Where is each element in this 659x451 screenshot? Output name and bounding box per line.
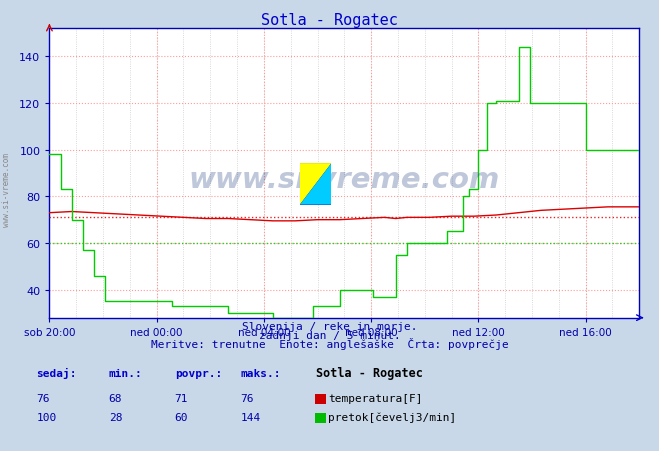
Polygon shape bbox=[300, 164, 331, 205]
Text: zadnji dan / 5 minut.: zadnji dan / 5 minut. bbox=[258, 330, 401, 340]
Text: 144: 144 bbox=[241, 412, 261, 422]
Text: 76: 76 bbox=[241, 393, 254, 403]
Text: 76: 76 bbox=[36, 393, 49, 403]
Text: www.si-vreme.com: www.si-vreme.com bbox=[2, 152, 11, 226]
Text: maks.:: maks.: bbox=[241, 368, 281, 378]
Text: Meritve: trenutne  Enote: anglešaške  Črta: povprečje: Meritve: trenutne Enote: anglešaške Črta… bbox=[151, 337, 508, 349]
Text: 68: 68 bbox=[109, 393, 122, 403]
Polygon shape bbox=[300, 164, 331, 205]
Text: Sotla - Rogatec: Sotla - Rogatec bbox=[316, 367, 423, 380]
Text: 28: 28 bbox=[109, 412, 122, 422]
Text: www.si-vreme.com: www.si-vreme.com bbox=[188, 166, 500, 193]
Text: 100: 100 bbox=[36, 412, 57, 422]
Text: temperatura[F]: temperatura[F] bbox=[328, 393, 422, 403]
Text: Slovenija / reke in morje.: Slovenija / reke in morje. bbox=[242, 321, 417, 331]
Text: min.:: min.: bbox=[109, 368, 142, 378]
Text: sedaj:: sedaj: bbox=[36, 368, 76, 378]
Text: Sotla - Rogatec: Sotla - Rogatec bbox=[261, 13, 398, 28]
Text: 60: 60 bbox=[175, 412, 188, 422]
Text: 71: 71 bbox=[175, 393, 188, 403]
Text: povpr.:: povpr.: bbox=[175, 368, 222, 378]
Text: pretok[čevelj3/min]: pretok[čevelj3/min] bbox=[328, 412, 457, 422]
